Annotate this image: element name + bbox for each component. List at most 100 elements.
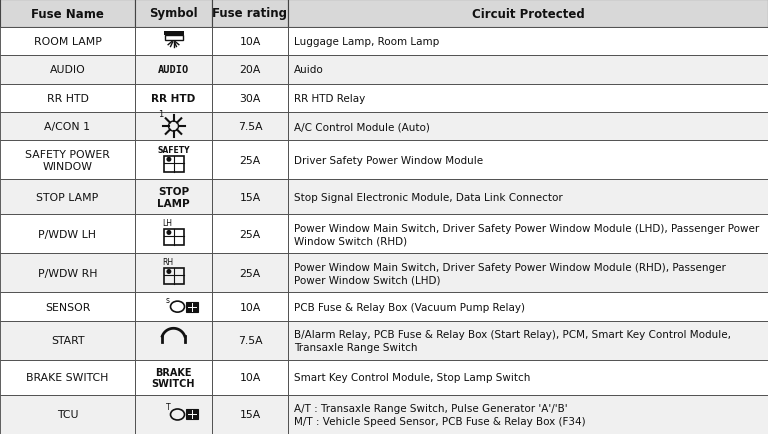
Bar [288,321,768,360]
Bar [164,36,183,41]
Bar [0,0,135,28]
Text: A/CON 1: A/CON 1 [45,122,91,132]
Text: A/C Control Module (Auto): A/C Control Module (Auto) [294,122,430,132]
Bar [288,141,768,180]
Text: AUDIO: AUDIO [50,65,85,75]
Bar [288,215,768,254]
Text: B/Alarm Relay, PCB Fuse & Relay Box (Start Relay), PCM, Smart Key Control Module: B/Alarm Relay, PCB Fuse & Relay Box (Sta… [294,329,731,352]
Bar [212,85,288,113]
Bar [135,293,212,321]
Text: Smart Key Control Module, Stop Lamp Switch: Smart Key Control Module, Stop Lamp Swit… [294,372,531,382]
Text: START: START [51,335,84,345]
Text: SAFETY: SAFETY [157,146,190,155]
Text: Auido: Auido [294,65,324,75]
Bar [135,113,212,141]
Text: TCU: TCU [57,410,78,420]
Text: 7.5A: 7.5A [237,122,263,132]
Text: STOP LAMP: STOP LAMP [36,192,98,202]
Text: 10A: 10A [240,302,260,312]
Bar [0,113,135,141]
Bar [212,141,288,180]
Bar [135,28,212,56]
Text: RR HTD Relay: RR HTD Relay [294,94,366,104]
Bar [212,254,288,293]
Text: 20A: 20A [240,65,260,75]
Bar [0,85,135,113]
Bar [0,180,135,215]
Bar [0,360,135,395]
Bar [288,254,768,293]
Bar [212,321,288,360]
Text: SENSOR: SENSOR [45,302,90,312]
Bar [212,56,288,85]
Bar [0,254,135,293]
Text: BRAKE
SWITCH: BRAKE SWITCH [152,367,195,388]
Bar [288,293,768,321]
Bar [288,85,768,113]
Bar [0,321,135,360]
Bar [164,268,184,284]
Text: 25A: 25A [240,268,260,278]
Bar [135,321,212,360]
Text: 7.5A: 7.5A [237,335,263,345]
Bar [164,156,184,172]
Text: 25A: 25A [240,230,260,240]
Bar [135,0,212,28]
Bar [212,395,288,434]
Circle shape [167,230,171,235]
Bar [0,56,135,85]
Bar [0,141,135,180]
Text: 1: 1 [158,110,163,119]
Text: ROOM LAMP: ROOM LAMP [34,37,101,47]
Text: Circuit Protected: Circuit Protected [472,7,584,20]
Bar [186,410,197,420]
Bar [135,85,212,113]
Bar [0,293,135,321]
Text: Stop Signal Electronic Module, Data Link Connector: Stop Signal Electronic Module, Data Link… [294,192,563,202]
Bar [288,180,768,215]
Circle shape [167,158,171,162]
Bar [288,0,768,28]
Bar [288,28,768,56]
Bar [0,28,135,56]
Text: 10A: 10A [240,372,260,382]
Bar [0,395,135,434]
Text: P/WDW LH: P/WDW LH [38,230,97,240]
Text: s: s [165,295,170,304]
Text: 10A: 10A [240,37,260,47]
Text: T: T [165,403,170,411]
Bar [212,360,288,395]
Bar [135,180,212,215]
Text: Fuse Name: Fuse Name [31,7,104,20]
Text: RH: RH [162,258,173,267]
Bar [212,28,288,56]
Text: RR HTD: RR HTD [47,94,88,104]
Bar [164,32,184,36]
Text: PCB Fuse & Relay Box (Vacuum Pump Relay): PCB Fuse & Relay Box (Vacuum Pump Relay) [294,302,525,312]
Text: Power Window Main Switch, Driver Safety Power Window Module (LHD), Passenger Pow: Power Window Main Switch, Driver Safety … [294,223,760,246]
Bar [135,215,212,254]
Bar [212,293,288,321]
Bar [135,141,212,180]
Bar [288,360,768,395]
Bar [186,302,197,312]
Text: Power Window Main Switch, Driver Safety Power Window Module (RHD), Passenger
Pow: Power Window Main Switch, Driver Safety … [294,262,726,285]
Bar [288,395,768,434]
Text: A/T : Transaxle Range Switch, Pulse Generator 'A'/'B'
M/T : Vehicle Speed Sensor: A/T : Transaxle Range Switch, Pulse Gene… [294,403,586,426]
Text: Driver Safety Power Window Module: Driver Safety Power Window Module [294,155,483,165]
Bar [212,215,288,254]
Bar [0,215,135,254]
Bar [212,0,288,28]
Bar [135,360,212,395]
Text: STOP
LAMP: STOP LAMP [157,187,190,208]
Bar [212,180,288,215]
Bar [288,56,768,85]
Bar [212,113,288,141]
Text: 15A: 15A [240,192,260,202]
Text: BRAKE SWITCH: BRAKE SWITCH [26,372,109,382]
Text: Fuse rating: Fuse rating [213,7,287,20]
Bar [135,395,212,434]
Bar [288,113,768,141]
Text: RR HTD: RR HTD [151,94,196,104]
Text: Symbol: Symbol [149,7,198,20]
